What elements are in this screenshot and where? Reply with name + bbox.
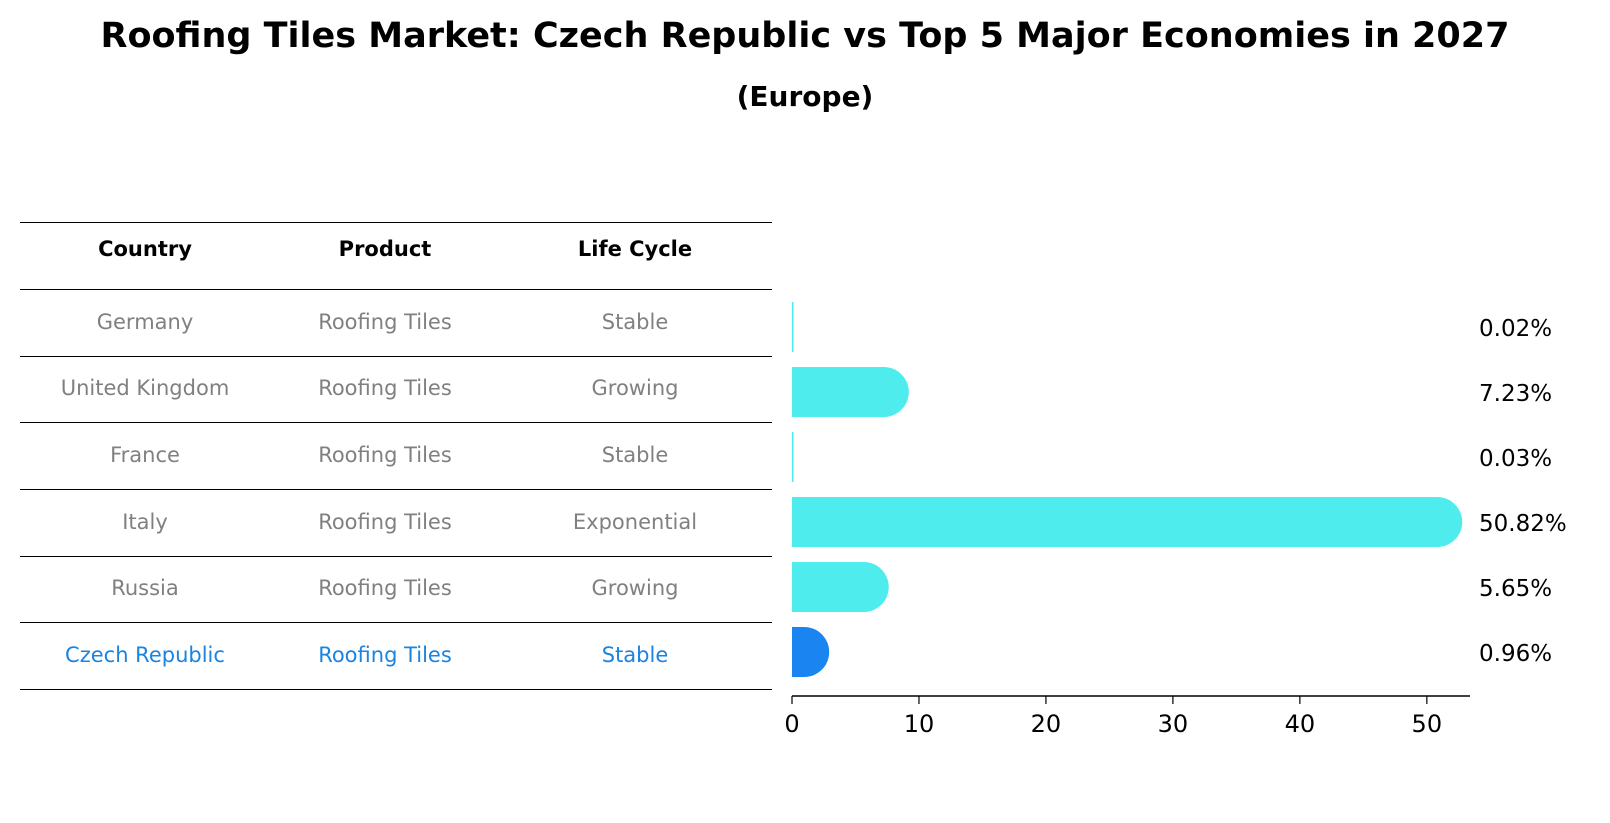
header-life-cycle: Life Cycle [577, 237, 693, 261]
cell-country: France [110, 443, 180, 467]
cell-life-cycle: Exponential [572, 510, 698, 534]
table-rule [20, 622, 772, 623]
cell-product: Roofing Tiles [318, 443, 452, 467]
bar-value-label: 0.03% [1479, 446, 1552, 472]
chart-subtitle: (Europe) [736, 80, 874, 113]
header-product: Product [338, 237, 432, 261]
table-rule [20, 422, 772, 423]
table-rule [20, 289, 772, 290]
bar-value-label: 50.82% [1479, 511, 1567, 537]
bar [792, 562, 889, 612]
chart-title: Roofing Tiles Market: Czech Republic vs … [100, 16, 1510, 56]
bar-value-label: 0.96% [1479, 641, 1552, 667]
table-rule [20, 489, 772, 490]
cell-country: Russia [111, 576, 179, 600]
bar [792, 627, 830, 677]
cell-country: Germany [96, 310, 194, 334]
bar-value-label: 5.65% [1479, 576, 1552, 602]
cell-product: Roofing Tiles [318, 643, 452, 667]
cell-country: Italy [122, 510, 168, 534]
x-tick-label: 30 [1158, 710, 1189, 738]
bar [792, 302, 794, 352]
table-rule [20, 222, 772, 223]
x-tick-label: 50 [1412, 710, 1443, 738]
cell-life-cycle: Growing [591, 576, 679, 600]
table-rule [20, 556, 772, 557]
bar [792, 432, 794, 482]
x-tick-label: 10 [904, 710, 935, 738]
cell-product: Roofing Tiles [318, 510, 452, 534]
header-country: Country [98, 237, 192, 261]
cell-product: Roofing Tiles [318, 310, 452, 334]
cell-country: Czech Republic [65, 643, 225, 667]
cell-life-cycle: Stable [601, 310, 669, 334]
bar [792, 497, 1463, 547]
bar-value-label: 7.23% [1479, 381, 1552, 407]
table-rule [20, 689, 772, 690]
cell-product: Roofing Tiles [318, 376, 452, 400]
cell-life-cycle: Stable [601, 443, 669, 467]
cell-life-cycle: Growing [591, 376, 679, 400]
cell-life-cycle: Stable [601, 643, 669, 667]
x-tick-label: 0 [784, 710, 799, 738]
cell-product: Roofing Tiles [318, 576, 452, 600]
cell-country: United Kingdom [60, 376, 230, 400]
table-rule [20, 356, 772, 357]
x-tick-label: 20 [1031, 710, 1062, 738]
bar-value-label: 0.02% [1479, 316, 1552, 342]
bar [792, 367, 909, 417]
x-tick-label: 40 [1285, 710, 1316, 738]
